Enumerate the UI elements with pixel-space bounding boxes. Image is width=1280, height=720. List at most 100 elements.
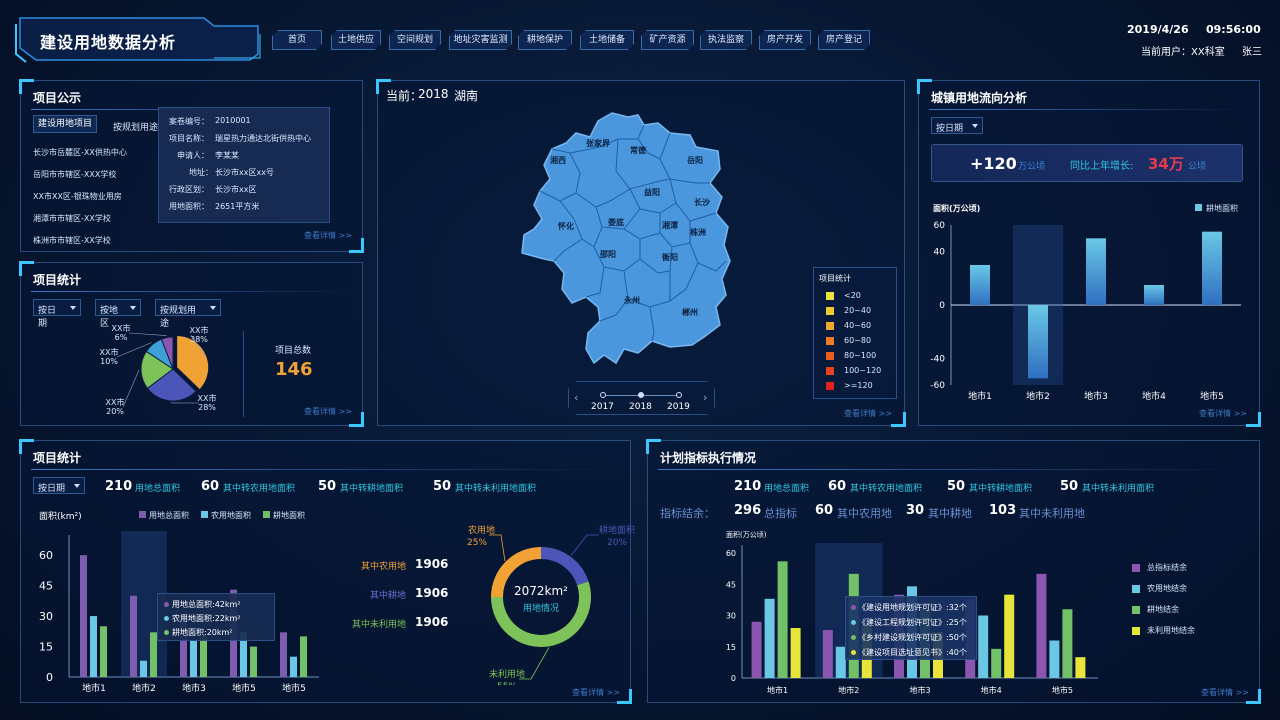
area-tooltip: 用地总面积:42km² 农用地面积:22km² 耕地面积:20km² — [157, 593, 275, 641]
x-tick-label: 地市4 — [981, 685, 1002, 695]
legend-label: 40~60 — [844, 321, 872, 330]
legend-label: >=120 — [844, 381, 873, 390]
nav-item-7[interactable]: 执法监察 — [700, 30, 752, 50]
timeline-year[interactable]: 2017 — [591, 402, 614, 412]
list-item[interactable]: 株洲市市辖区-XX学校 — [33, 236, 111, 245]
bar — [1049, 640, 1060, 678]
view-details-link[interactable]: 查看详情 >> — [572, 688, 620, 697]
x-tick-label: 地市3 — [909, 685, 930, 695]
legend-swatch — [1132, 606, 1140, 614]
bar — [835, 646, 846, 678]
balance-label: 其中农用地 — [837, 507, 892, 520]
legend-label: 80~100 — [844, 351, 877, 360]
timeline-year[interactable]: 2018 — [629, 402, 652, 412]
legend-label: 总指标结余 — [1147, 563, 1187, 572]
view-details-link[interactable]: 查看详情 >> — [1201, 688, 1249, 697]
summary-number: 50 — [947, 479, 966, 494]
nav-item-1[interactable]: 土地供应 — [331, 30, 381, 50]
nav-item-8[interactable]: 房产开发 — [759, 30, 811, 50]
legend-label: 60~80 — [844, 336, 872, 345]
filter-date-select[interactable]: 按日期 — [33, 299, 81, 329]
bar — [140, 660, 147, 677]
timeline-dot[interactable] — [638, 392, 644, 398]
divider — [929, 109, 1249, 110]
list-item[interactable]: XX市XX区-银珠物业用房 — [33, 192, 122, 201]
pie-leader — [190, 334, 205, 356]
view-details-link[interactable]: 查看详情 >> — [1199, 409, 1247, 418]
filter-label: 按日期 — [38, 484, 66, 494]
flow-unit: 万公顷 — [1018, 162, 1046, 172]
filter-planning-use-select[interactable]: 按规划用途 — [155, 299, 221, 329]
legend-label: 100~120 — [844, 366, 882, 375]
legend-swatch — [1132, 564, 1140, 572]
legend-swatch — [1195, 204, 1202, 211]
bar — [250, 646, 257, 677]
y-tick-label: 60 — [934, 221, 946, 231]
tooltip-dot — [851, 650, 856, 655]
view-details-link[interactable]: 查看详情 >> — [304, 407, 352, 416]
filter-region-select[interactable]: 按地区 — [95, 299, 141, 329]
growth-label: 同比上年增长: — [1070, 161, 1134, 172]
balance-number: 30 — [906, 503, 925, 518]
y-tick-label: 60 — [726, 549, 736, 558]
legend-swatch — [826, 352, 834, 360]
bar — [1075, 657, 1086, 678]
view-details-link[interactable]: 查看详情 >> — [844, 409, 892, 418]
timeline-dot[interactable] — [676, 392, 682, 398]
summary-number: 210 — [734, 479, 762, 494]
legend-swatch — [826, 307, 834, 315]
area-filter-select[interactable]: 按日期 — [33, 477, 85, 494]
project-notice-panel: 项目公示 建设用地项目 按规划用途 长沙市岳麓区-XX供热中心 岳阳市市辖区-XX… — [19, 79, 364, 253]
chevron-right-icon[interactable]: › — [703, 391, 708, 404]
nav-item-5[interactable]: 土地储备 — [580, 30, 634, 50]
timeline-year[interactable]: 2019 — [667, 402, 690, 412]
growth-banner: +120 万公顷 同比上年增长: 34万 公顷 — [931, 144, 1243, 182]
tab-planning-use[interactable]: 按规划用途 — [113, 123, 159, 133]
chevron-down-icon — [210, 306, 216, 310]
list-item[interactable]: 湘潭市市辖区-XX学校 — [33, 214, 111, 223]
view-details-link[interactable]: 查看详情 >> — [304, 231, 352, 240]
bar — [300, 636, 307, 677]
x-tick-label: 地市1 — [968, 390, 992, 401]
list-item[interactable]: 长沙市岳麓区-XX供热中心 — [33, 148, 127, 157]
timeline-dot[interactable] — [600, 392, 606, 398]
chevron-down-icon — [972, 124, 978, 128]
legend-label: 耕地面积 — [273, 510, 305, 520]
popup-key: 案卷编号： — [169, 117, 209, 126]
nav-item-0[interactable]: 首页 — [272, 30, 322, 50]
nav-item-6[interactable]: 矿产资源 — [641, 30, 694, 50]
y-tick-label: 0 — [731, 674, 736, 683]
project-total-label: 项目总数 — [275, 346, 312, 356]
legend-label: <20 — [844, 291, 861, 300]
current-user-name[interactable]: 张三 — [1242, 47, 1262, 58]
nav-item-3[interactable]: 地址灾害监测 — [449, 30, 512, 50]
map-title-region: 湖南 — [454, 89, 479, 103]
nav-item-label: 空间规划 — [396, 35, 433, 45]
tooltip-text: 《乡村建设规划许可证》:50个 — [858, 633, 967, 642]
map-city-label: 娄底 — [608, 217, 624, 227]
nav-item-9[interactable]: 房产登记 — [818, 30, 870, 50]
flow-filter-select[interactable]: 按日期 — [931, 117, 983, 134]
balance-number: 296 — [734, 503, 762, 518]
popup-value: 李某某 — [215, 151, 239, 160]
bar — [764, 598, 775, 678]
divider — [31, 291, 352, 292]
year-timeline[interactable]: ‹ › 2017 2018 2019 — [568, 381, 715, 415]
pie-slice — [176, 334, 210, 391]
list-item[interactable]: 岳阳市市辖区-XXX学校 — [33, 170, 117, 179]
popup-value: 长沙市xx区 — [215, 185, 257, 194]
nav-item-4[interactable]: 耕地保护 — [518, 30, 572, 50]
plan-execution-panel: 计划指标执行情况 210 用地总面积 60 其中转农用地面积 50 其中转耕地面积 50 其中… — [646, 439, 1261, 704]
tab-construction-land[interactable]: 建设用地项目 — [33, 115, 97, 133]
bar — [280, 632, 287, 677]
bar — [90, 616, 97, 677]
summary-label: 其中转未利用地面积 — [455, 484, 537, 494]
nav-item-2[interactable]: 空间规划 — [389, 30, 441, 50]
chevron-left-icon[interactable]: ‹ — [574, 391, 579, 404]
flow-value: +120 — [970, 154, 1017, 173]
bar — [1144, 285, 1164, 305]
bar — [200, 636, 207, 677]
donut-pct: 25% — [467, 538, 487, 548]
nav-item-label: 首页 — [287, 35, 306, 45]
